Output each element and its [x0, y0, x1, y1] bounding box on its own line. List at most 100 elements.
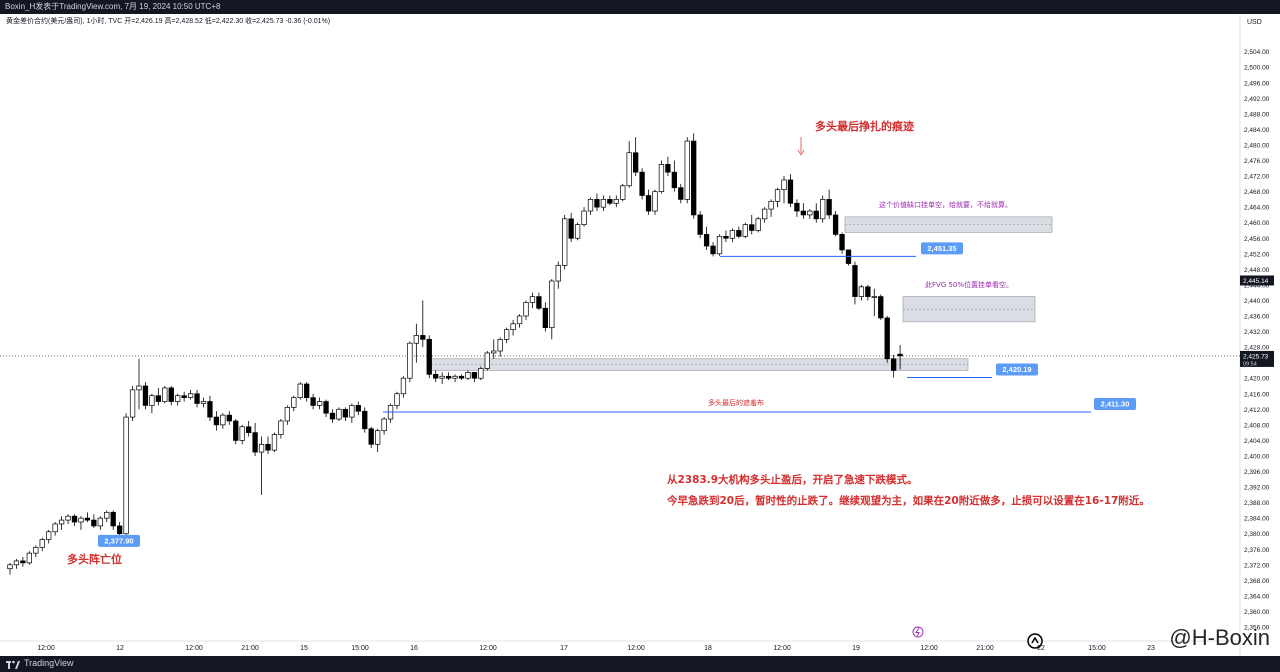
candle-body: [671, 171, 677, 189]
candle-body: [252, 432, 258, 453]
candle-body: [497, 338, 503, 352]
upper-fvg-zone: [844, 216, 1053, 233]
main-commentary-line2: 今早急跌到20后，暂时性的止跌了。继续观望为主，如果在20附近做多，止损可以设置…: [666, 494, 1150, 507]
candle-body: [246, 426, 252, 433]
candle-body: [78, 517, 84, 523]
candle-body: [465, 372, 471, 379]
candle-body: [239, 426, 245, 441]
x-tick-label: 12:00: [479, 645, 497, 652]
y-tick-label: 2,456.00: [1244, 236, 1270, 243]
y-tick-label: 2,400.00: [1244, 453, 1270, 460]
candle-body: [858, 286, 865, 297]
y-tick-label: 2,444.00: [1244, 282, 1270, 289]
candle-body: [149, 395, 155, 406]
candle-body: [768, 200, 774, 210]
candle-body: [865, 286, 871, 297]
candle-body: [381, 418, 387, 432]
candle-body: [355, 405, 361, 412]
candle-body: [781, 179, 787, 191]
symbol-info: 黄金差价合约(美元/盎司), 1小时, TVC 开=2,426.19 高=2,4…: [6, 18, 331, 25]
x-tick-label: 15:00: [1088, 645, 1106, 652]
y-tick-label: 2,396.00: [1244, 469, 1270, 476]
y-tick-label: 2,484.00: [1244, 127, 1270, 134]
candle-body: [871, 296, 877, 298]
publish-line: Boxin_H发表于TradingView.com, 7月 19, 2024 1…: [5, 2, 221, 11]
y-tick-label: 2,476.00: [1244, 158, 1270, 165]
candle-body: [832, 214, 839, 235]
candle-body: [600, 199, 607, 208]
candle-body: [774, 189, 781, 202]
y-tick-label: 2,472.00: [1244, 174, 1270, 181]
candle-body: [523, 302, 529, 317]
candle-body: [375, 430, 381, 445]
candle-body: [800, 210, 806, 216]
candle-body: [607, 199, 613, 204]
x-tick-label: 12:00: [920, 645, 938, 652]
candle-body: [155, 395, 162, 402]
candle-body: [413, 335, 419, 344]
candle-body: [65, 515, 71, 521]
y-tick-label: 2,504.00: [1244, 49, 1270, 56]
candle-body: [729, 230, 736, 239]
candle-body: [142, 385, 149, 406]
candle-body: [33, 546, 39, 554]
candle-body: [181, 395, 187, 398]
candle-body: [213, 416, 220, 426]
candle-body: [742, 224, 748, 237]
bar-countdown: 09:54: [1243, 361, 1257, 367]
candle-body: [91, 519, 97, 527]
candle-body: [852, 265, 858, 297]
candle-body: [710, 245, 716, 255]
x-tick-label: 15:00: [351, 645, 369, 652]
candle-body: [26, 552, 32, 564]
x-tick-label: 19: [852, 645, 860, 652]
brand-name: TradingView: [24, 658, 74, 668]
candle-body: [136, 385, 142, 391]
candle-body: [703, 234, 710, 247]
annotation-middle-zone: 此FVG 50%位置挂单看空。: [925, 280, 1013, 289]
x-tick-label: 21:00: [976, 645, 994, 652]
arrow-down-icon: [797, 149, 805, 156]
candle-body: [426, 338, 432, 375]
candle-body: [168, 387, 174, 402]
candle-body: [329, 412, 336, 420]
lightning-bolt-icon: [915, 627, 920, 637]
candle-body: [207, 401, 213, 418]
y-tick-label: 2,356.00: [1244, 625, 1270, 632]
candle-body: [723, 235, 729, 239]
candle-body: [194, 393, 200, 404]
price-chart[interactable]: USD 2,356.00 2,360.00 2,364.00 2,368.00 2,372…: [0, 0, 1280, 656]
last-price-label: 2,425.73: [1243, 353, 1269, 360]
candle-body: [632, 152, 639, 173]
candle-body: [439, 375, 445, 379]
candle-body: [52, 523, 58, 533]
candle-body: [323, 401, 329, 414]
x-tick-label: 16: [410, 645, 418, 652]
candle-body: [820, 199, 826, 220]
y-tick-label: 2,388.00: [1244, 500, 1270, 507]
candle-body: [755, 218, 761, 231]
y-tick-label: 2,488.00: [1244, 111, 1270, 118]
candle-body: [536, 296, 542, 309]
candle-body: [368, 428, 374, 445]
y-tick-label: 2,364.00: [1244, 593, 1270, 600]
event-lightning-icon: [912, 626, 924, 638]
candle-body: [129, 389, 136, 418]
candle-body: [516, 315, 523, 325]
candle-body: [620, 185, 626, 200]
candle-body: [342, 408, 349, 418]
candle-body: [813, 210, 819, 220]
currency-label: USD: [1247, 19, 1262, 26]
candle-body: [271, 434, 278, 451]
candle-body: [233, 420, 239, 441]
x-tick-label: 15: [300, 645, 308, 652]
candle-body: [187, 393, 194, 398]
annotation-bulls-struggle: 多头最后挣扎的痕迹: [815, 119, 914, 133]
candle-body: [691, 140, 697, 216]
candle-body: [362, 410, 368, 430]
candle-body: [542, 307, 548, 329]
y-tick-label: 2,372.00: [1244, 562, 1270, 569]
publish-bar: Boxin_H发表于TradingView.com, 7月 19, 2024 1…: [0, 0, 1280, 14]
candle-body: [890, 358, 897, 371]
candle-body: [749, 224, 755, 231]
